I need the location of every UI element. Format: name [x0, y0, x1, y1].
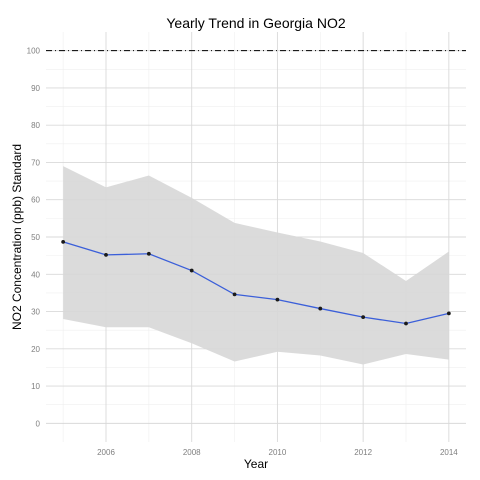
y-tick-label: 60	[31, 196, 40, 205]
data-point	[446, 311, 451, 316]
x-tick-label: 2008	[183, 448, 201, 457]
data-points	[61, 239, 451, 326]
data-point	[104, 252, 108, 257]
data-point	[146, 251, 151, 256]
x-axis-ticks: 2006 2008 2010 2012 2014	[97, 448, 458, 457]
y-tick-label: 100	[27, 47, 41, 56]
x-tick-label: 2014	[440, 448, 458, 457]
y-axis-title: NO2 Concentration (ppb) Standard	[10, 144, 24, 330]
y-axis-ticks: 0 10 20 30 40 50 60 70 80 90 100	[27, 47, 41, 429]
x-tick-label: 2012	[354, 448, 372, 457]
y-tick-label: 20	[31, 345, 40, 354]
chart-title: Yearly Trend in Georgia NO2	[166, 15, 345, 31]
data-point	[404, 321, 408, 326]
data-point	[275, 297, 280, 302]
y-tick-label: 30	[31, 308, 40, 317]
y-tick-label: 90	[31, 84, 40, 93]
y-tick-label: 50	[31, 233, 40, 242]
y-tick-label: 80	[31, 121, 40, 130]
y-tick-label: 0	[36, 419, 41, 428]
data-point	[318, 306, 323, 311]
x-tick-label: 2010	[269, 448, 287, 457]
data-point	[61, 239, 66, 244]
data-point	[189, 268, 194, 273]
data-point	[361, 315, 366, 320]
series-line	[62, 241, 450, 325]
y-tick-label: 40	[31, 270, 40, 279]
trend-line	[62, 241, 450, 325]
x-tick-label: 2006	[97, 448, 115, 457]
y-tick-label: 70	[31, 158, 40, 167]
data-point	[232, 292, 237, 297]
y-tick-label: 10	[31, 382, 40, 391]
x-axis-title: Year	[244, 457, 268, 471]
